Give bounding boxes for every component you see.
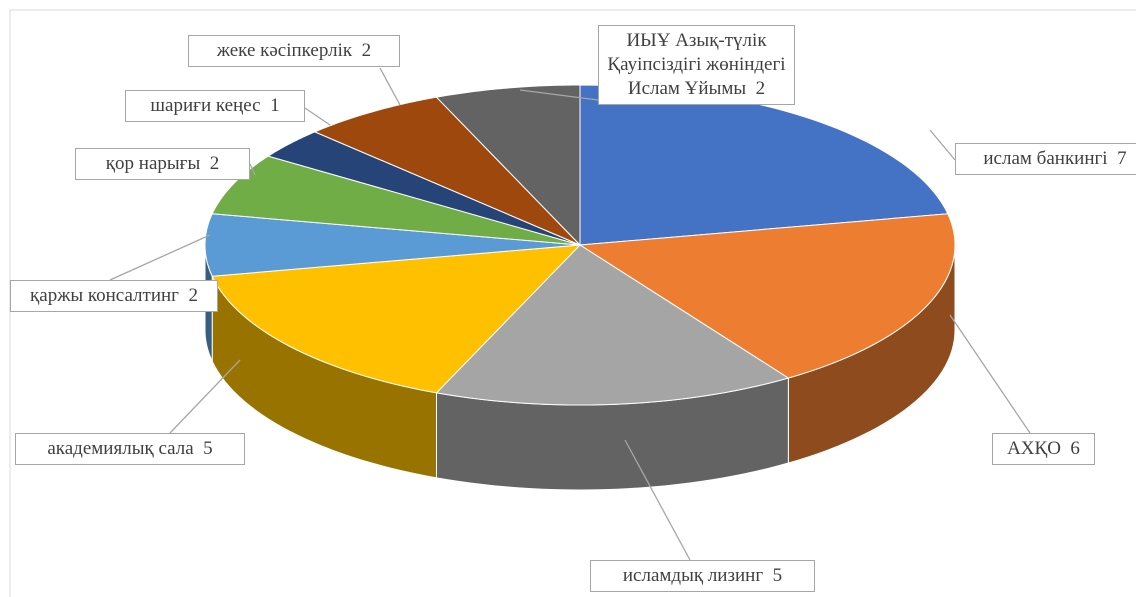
label-category: ислам банкингі — [983, 148, 1108, 169]
leader-line — [929, 129, 956, 161]
label-value: 2 — [188, 285, 198, 306]
label-value: 6 — [1070, 438, 1080, 459]
label-category: исламдық лизинг — [622, 565, 764, 586]
label-category: қаржы консалтинг — [30, 285, 179, 306]
data-label: қор нарығы 2 — [75, 148, 250, 180]
data-label: академиялық сала 5 — [15, 433, 245, 465]
data-label: қаржы консалтинг 2 — [10, 280, 218, 312]
slice — [211, 155, 581, 246]
leader-line — [519, 89, 599, 101]
label-category: қор нарығы — [105, 153, 201, 174]
data-label: АХҚО 6 — [992, 433, 1095, 465]
label-value: 5 — [203, 438, 213, 459]
slice — [435, 84, 581, 247]
label-value: 2 — [209, 153, 220, 174]
label-value: 1 — [270, 95, 280, 116]
data-label: шариғи кеңес 1 — [125, 90, 305, 122]
leader-line — [304, 107, 331, 126]
data-label: ИЫҰ Азық-түлік Қауіпсіздігі жөніндегі Ис… — [598, 25, 795, 105]
leader-line — [949, 314, 1031, 434]
data-label: ислам банкингі 7 — [955, 143, 1136, 175]
data-label: жеке кәсіпкерлік 2 — [188, 35, 400, 67]
label-category: академиялық сала — [47, 438, 194, 459]
label-category: жеке кәсіпкерлік — [216, 40, 353, 61]
label-value: 7 — [1117, 148, 1127, 169]
slice — [313, 96, 581, 246]
label-category: ИЫҰ Азық-түлік Қауіпсіздігі жөніндегі Ис… — [607, 30, 786, 99]
leader-line — [249, 163, 256, 176]
leader-line — [109, 234, 211, 281]
slice — [204, 213, 581, 277]
slice — [435, 244, 790, 406]
label-value: 5 — [772, 565, 783, 586]
leader-line — [624, 439, 691, 561]
label-value: 2 — [755, 78, 766, 99]
leader-line — [169, 359, 241, 434]
label-category: АХҚО — [1007, 438, 1061, 459]
slice — [211, 244, 582, 394]
label-value: 2 — [361, 40, 372, 61]
data-label: исламдық лизинг 5 — [590, 560, 815, 592]
leader-line — [379, 67, 401, 106]
label-category: шариғи кеңес — [150, 95, 261, 116]
slice — [578, 213, 956, 379]
slice — [266, 131, 581, 246]
